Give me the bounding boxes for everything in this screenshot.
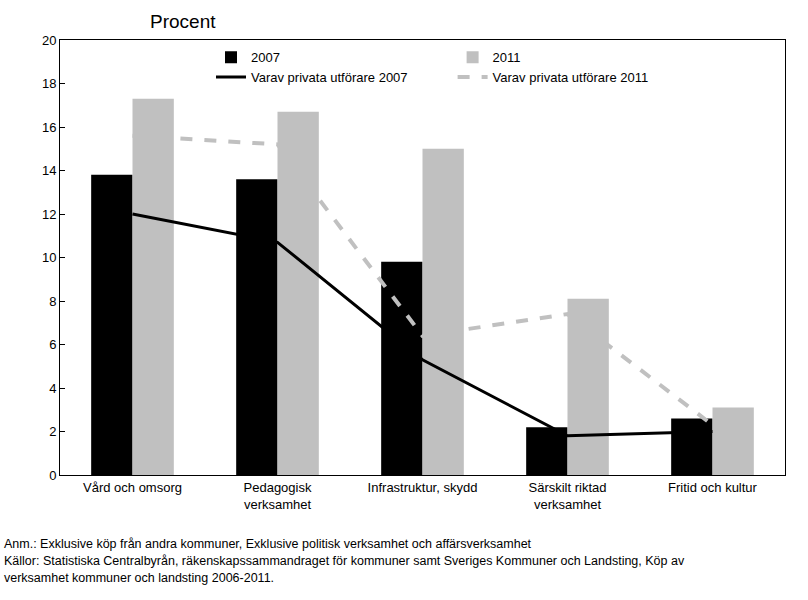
- svg-text:20: 20: [42, 33, 56, 48]
- svg-text:Procent: Procent: [150, 11, 216, 32]
- svg-text:Vård och omsorg: Vård och omsorg: [83, 480, 182, 495]
- svg-text:Särskilt riktadverksamhet: Särskilt riktadverksamhet: [528, 480, 606, 512]
- svg-text:12: 12: [42, 207, 56, 222]
- svg-text:18: 18: [42, 76, 56, 91]
- svg-text:16: 16: [42, 120, 56, 135]
- svg-text:Fritid och kultur: Fritid och kultur: [668, 480, 758, 495]
- svg-text:8: 8: [49, 294, 56, 309]
- svg-text:Infrastruktur, skydd: Infrastruktur, skydd: [368, 480, 478, 495]
- svg-text:Pedagogiskverksamhet: Pedagogiskverksamhet: [244, 480, 312, 512]
- svg-text:Källor: Statistiska Centralbyr: Källor: Statistiska Centralbyrån, räkens…: [4, 554, 685, 568]
- svg-text:2007: 2007: [251, 50, 280, 65]
- svg-text:Varav privata utförare 2011: Varav privata utförare 2011: [493, 70, 649, 85]
- svg-text:Varav privata utförare 2007: Varav privata utförare 2007: [251, 70, 408, 85]
- svg-text:2: 2: [49, 424, 56, 439]
- svg-text:6: 6: [49, 337, 56, 352]
- svg-text:14: 14: [42, 163, 56, 178]
- svg-text:0: 0: [49, 468, 56, 483]
- svg-text:Anm.: Exklusive köp från andra: Anm.: Exklusive köp från andra kommuner,…: [4, 537, 532, 551]
- svg-text:4: 4: [49, 381, 56, 396]
- svg-text:verksamhet kommuner och landst: verksamhet kommuner och landsting 2006-2…: [4, 571, 274, 585]
- svg-text:2011: 2011: [493, 50, 521, 65]
- svg-text:10: 10: [42, 250, 56, 265]
